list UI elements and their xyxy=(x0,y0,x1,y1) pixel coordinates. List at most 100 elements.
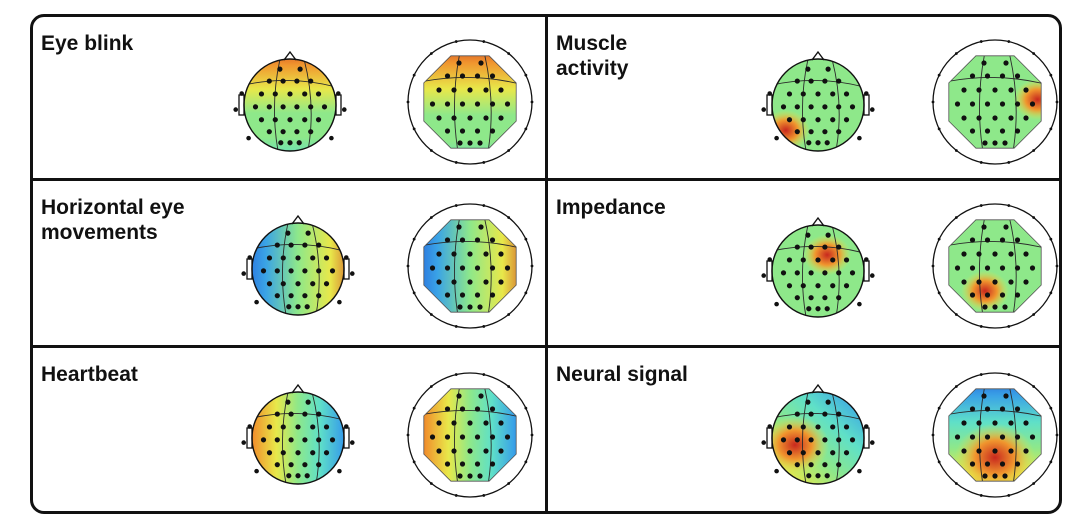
electrode xyxy=(316,437,322,443)
electrode xyxy=(305,399,311,405)
electrode xyxy=(498,87,504,93)
electrode xyxy=(1008,115,1014,121)
electrode xyxy=(822,129,828,135)
electrode xyxy=(984,101,991,107)
electrode xyxy=(274,268,280,274)
electrode xyxy=(794,129,800,135)
electrode xyxy=(843,257,850,263)
electrode xyxy=(822,78,828,84)
ring-dot xyxy=(1049,291,1053,295)
electrode xyxy=(467,87,473,93)
electrode xyxy=(504,434,511,440)
electrode xyxy=(808,411,814,417)
electrode xyxy=(1029,265,1036,271)
panel-title: Heartbeat xyxy=(41,363,138,386)
electrode xyxy=(999,406,1006,412)
panel-title: Impedance xyxy=(556,196,666,219)
electrode xyxy=(302,462,308,468)
electrode xyxy=(456,60,462,66)
electrode xyxy=(825,66,831,72)
electrode xyxy=(805,66,811,72)
electrode xyxy=(474,461,481,467)
electrode xyxy=(800,117,806,123)
electrode xyxy=(451,115,457,121)
electrode xyxy=(252,104,259,110)
electrode xyxy=(459,265,466,271)
electrode xyxy=(822,295,828,301)
electrode xyxy=(786,424,793,430)
ring-dot xyxy=(954,52,958,55)
electrode xyxy=(258,117,265,123)
electrode xyxy=(294,78,300,84)
electrode xyxy=(767,91,772,96)
electrode xyxy=(436,115,442,121)
electrode xyxy=(498,115,504,121)
ring-dot xyxy=(979,40,983,43)
scalp-outline xyxy=(948,55,1042,149)
electrode xyxy=(266,255,273,261)
electrode xyxy=(474,73,481,79)
ring-dot xyxy=(954,216,958,219)
scalp-map-right xyxy=(931,39,1059,165)
electrode xyxy=(266,78,272,84)
panel-muscle-activity: Muscle activity xyxy=(548,17,1059,178)
electrode xyxy=(489,265,496,271)
electrode xyxy=(992,448,998,454)
ring-dot xyxy=(524,73,528,77)
electrode xyxy=(982,473,988,479)
electrode xyxy=(456,224,462,230)
electrode xyxy=(981,393,987,399)
electrode xyxy=(272,117,278,123)
scalp-map-left xyxy=(241,383,355,485)
electrode xyxy=(308,104,314,110)
ring-dot xyxy=(1032,149,1036,152)
electrode xyxy=(961,448,967,454)
ring-dot xyxy=(429,216,433,219)
electrode xyxy=(498,448,504,454)
scalp-field xyxy=(423,55,517,149)
ring-dot xyxy=(530,100,534,104)
ring-dot xyxy=(1049,406,1053,410)
electrode xyxy=(808,295,814,301)
ring-dot xyxy=(954,149,958,152)
ring-dot xyxy=(507,385,511,388)
electrode xyxy=(981,60,987,66)
electrode xyxy=(246,135,251,141)
electrode xyxy=(483,420,489,426)
electrode xyxy=(992,87,998,93)
electrode xyxy=(843,450,850,456)
ring-dot xyxy=(482,325,486,328)
right-ear xyxy=(863,427,870,449)
ring-dot xyxy=(482,373,486,376)
electrode xyxy=(316,411,322,417)
electrode xyxy=(1029,434,1036,440)
electrode xyxy=(294,104,300,110)
electrode xyxy=(1008,448,1014,454)
electrode xyxy=(800,424,806,430)
electrode xyxy=(266,104,272,110)
ring-dot xyxy=(524,237,528,241)
electrode xyxy=(304,304,310,310)
electrode xyxy=(274,437,280,443)
electrode xyxy=(969,265,976,271)
electrode xyxy=(999,265,1006,271)
ring-dot xyxy=(406,433,410,437)
ring-dot xyxy=(507,52,511,55)
electrode xyxy=(1029,101,1036,107)
ring-dot xyxy=(954,482,958,485)
electrode xyxy=(474,128,481,134)
electrode xyxy=(1014,292,1021,298)
electrode xyxy=(836,411,842,417)
electrode xyxy=(444,292,451,298)
electrode xyxy=(467,140,473,146)
electrode xyxy=(444,128,451,134)
electrode xyxy=(774,135,779,141)
electrode xyxy=(254,468,259,474)
electrode xyxy=(323,255,330,261)
electrode xyxy=(822,244,828,250)
electrode xyxy=(302,268,308,274)
electrode xyxy=(274,462,280,468)
electrode xyxy=(474,434,481,440)
electrode xyxy=(806,473,812,479)
electrode xyxy=(498,251,504,257)
